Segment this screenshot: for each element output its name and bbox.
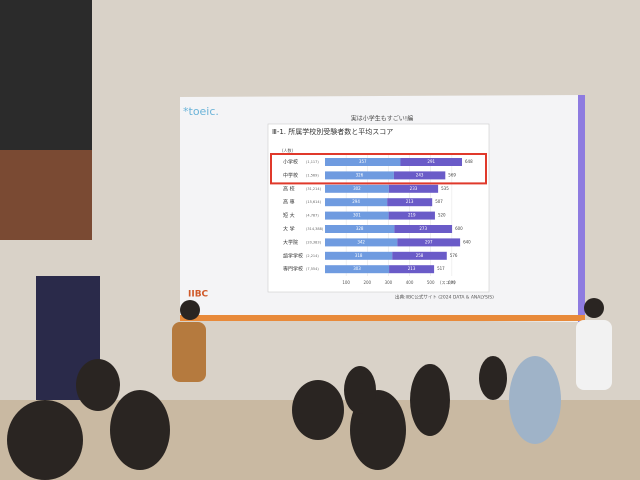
category-label: 高 校	[283, 185, 295, 192]
count-label: (31,214)	[306, 187, 322, 191]
bar-segment	[325, 225, 395, 233]
count-label: (7,554)	[306, 267, 319, 271]
value-label: 326	[356, 172, 364, 177]
x-tick-label: 200	[363, 280, 371, 285]
total-label: 576	[450, 253, 458, 258]
x-tick-label: 400	[406, 280, 414, 285]
value-label: 357	[359, 159, 367, 164]
x-tick-label: 100	[342, 280, 350, 285]
value-label: 301	[353, 213, 361, 218]
value-label: 318	[355, 253, 363, 258]
bar-segment	[325, 265, 390, 274]
x-tick-label: 300	[385, 280, 393, 285]
total-label: 507	[435, 199, 443, 204]
dark-panel	[0, 0, 92, 150]
bar-segment	[387, 198, 433, 207]
category-label: 専門学校	[283, 266, 303, 273]
value-label: 303	[353, 266, 361, 271]
category-label: 高 専	[283, 199, 295, 206]
value-label: 291	[427, 159, 435, 164]
total-label: 600	[455, 226, 463, 231]
slide-edge	[578, 95, 585, 322]
count-label: (4,787)	[306, 214, 319, 218]
audience	[479, 356, 507, 400]
value-label: 328	[356, 226, 364, 231]
chart-title: Ⅲ-1. 所属学校別受験者数と平均スコア	[272, 127, 393, 136]
category-label: 大学院	[283, 239, 298, 246]
value-label: 243	[416, 172, 424, 177]
logo: *toeic.	[183, 105, 219, 118]
value-label: 342	[357, 239, 365, 244]
chart: 100 200 300 400 500 600 小学校 (1,117) 357 291 648 中学校…	[270, 153, 487, 285]
value-label: 294	[352, 199, 360, 204]
bar-segment	[389, 265, 435, 274]
value-label: 297	[425, 239, 433, 244]
x-label: (スコア)	[440, 280, 456, 285]
value-label: 213	[406, 199, 414, 204]
audience	[509, 356, 561, 444]
bar-segment	[393, 171, 446, 180]
count-label: (2,214)	[306, 254, 319, 258]
total-label: 648	[465, 159, 473, 164]
category-label: 中学校	[283, 172, 298, 179]
bar-segment	[325, 238, 398, 247]
bar-segment	[325, 184, 389, 193]
count-label: (314,388)	[306, 227, 324, 231]
speaker-head	[180, 300, 200, 320]
audience	[110, 390, 170, 470]
bar-segment	[325, 251, 393, 260]
count-label: (20,383)	[306, 240, 322, 244]
value-label: 258	[416, 253, 424, 258]
total-label: 569	[448, 172, 456, 177]
bar-segment	[388, 211, 435, 220]
category-label: 語学学校	[283, 252, 303, 259]
audience	[344, 366, 376, 414]
speaker-body	[172, 322, 206, 382]
people	[7, 298, 612, 480]
highlight-box	[270, 153, 487, 185]
brick-wall	[0, 150, 92, 240]
value-label: 273	[419, 226, 427, 231]
category-label: 大 学	[283, 226, 295, 233]
category-label: 短 大	[283, 212, 295, 219]
bar-segment	[325, 171, 394, 180]
bar-segment	[325, 158, 401, 166]
value-label: 219	[408, 213, 416, 218]
total-label: 535	[441, 186, 449, 191]
value-label: 213	[408, 266, 416, 271]
bar-segment	[325, 198, 388, 207]
count-label: (1,117)	[306, 160, 319, 164]
audience	[7, 400, 83, 480]
bar-segment	[400, 158, 463, 166]
audience	[292, 380, 344, 440]
bar-segment	[388, 184, 439, 193]
count-label: (1,569)	[306, 173, 319, 177]
y-label: (人数)	[282, 147, 294, 153]
chart-box	[267, 123, 490, 293]
x-tick-label: 600	[448, 280, 456, 285]
slide-header: 実は小学生もすごい!編	[351, 115, 413, 123]
category-label: 小学校	[283, 159, 298, 166]
total-label: 517	[437, 266, 445, 271]
speaker-body	[576, 320, 612, 390]
audience	[76, 359, 120, 411]
total-label: 520	[438, 213, 446, 218]
x-tick-label: 500	[427, 280, 435, 285]
speaker-head	[584, 298, 604, 318]
slide-footer-bar	[180, 315, 585, 321]
bar-segment	[397, 238, 461, 247]
brand: IIBC	[188, 290, 209, 300]
count-label: (15,614)	[306, 200, 322, 204]
bar-segment	[325, 211, 389, 220]
bar-segment	[392, 251, 447, 260]
total-label: 640	[463, 239, 471, 244]
source: 出典:IIBC公式サイト (2024 DATA & ANALYSIS)	[395, 294, 494, 301]
bar-segment	[394, 225, 453, 233]
audience	[410, 364, 450, 436]
value-label: 233	[410, 186, 418, 191]
value-label: 302	[353, 186, 361, 191]
